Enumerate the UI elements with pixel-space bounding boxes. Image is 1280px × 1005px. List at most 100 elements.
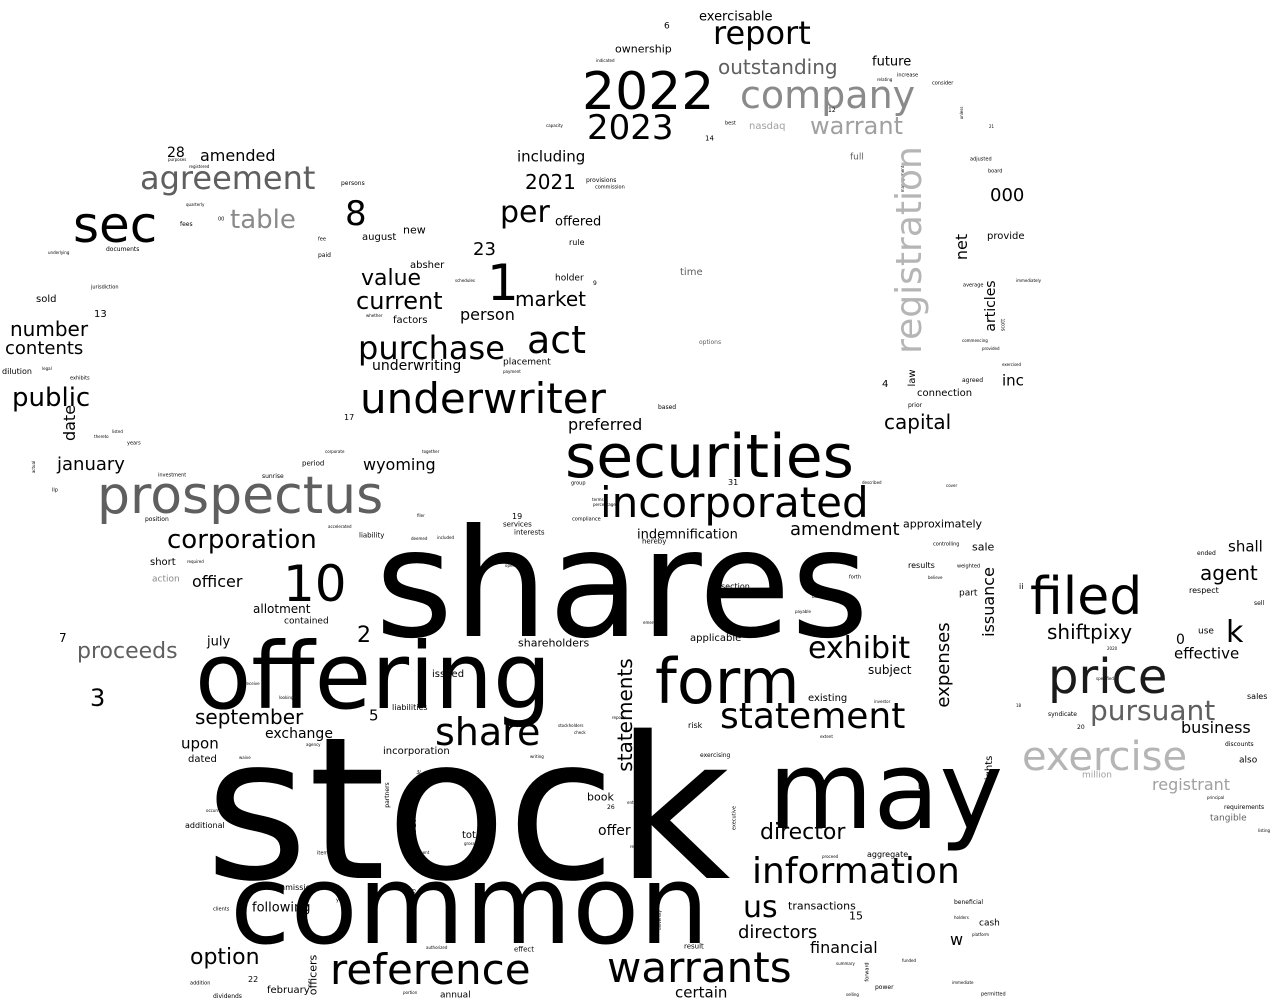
word-per: per (500, 195, 550, 230)
word-5: 5 (369, 706, 379, 725)
word-entitled: entitled (627, 800, 643, 805)
word-commission: commission (595, 184, 625, 191)
word-regarding: regarding (630, 844, 650, 849)
word-clients: clients (213, 906, 230, 913)
word-number: number (10, 317, 89, 341)
word-sale: sale (972, 540, 995, 554)
word-following: following (252, 900, 311, 916)
word-result: result (684, 942, 704, 951)
word-actual: actual (31, 460, 36, 474)
word-ended: ended (1197, 550, 1216, 557)
word-may: may (768, 729, 1004, 854)
word-outstanding: outstanding (718, 55, 838, 79)
word-8: 8 (345, 194, 367, 234)
word-holder: holder (555, 273, 584, 284)
word-january: january (57, 454, 125, 475)
word-ownership: ownership (615, 42, 672, 56)
word-amendment: amendment (790, 519, 900, 540)
word-deemed: deemed (411, 536, 428, 541)
word-terms: terms (592, 497, 604, 502)
word-based: based (658, 404, 677, 411)
word-issuable: issuable (416, 769, 423, 791)
word-reports: reports (612, 715, 627, 720)
word-7: 7 (59, 631, 67, 645)
word-occurred: occurred (206, 808, 224, 813)
word-results: results (908, 561, 935, 570)
word-section: section (721, 582, 750, 591)
word-executive: executive (731, 805, 738, 831)
word-agent: agent (1200, 561, 1258, 585)
word-applicable: applicable (690, 633, 742, 644)
word-option: option (190, 945, 260, 970)
word-business: business (1181, 718, 1251, 737)
word-funded: funded (902, 958, 917, 963)
word-average: average (963, 282, 984, 289)
word-provided: provided (982, 346, 1000, 351)
word-persons: persons (341, 180, 365, 187)
word-2023: 2023 (587, 108, 674, 148)
word-additional: additional (185, 821, 225, 830)
word-b: b (918, 782, 924, 791)
word-public: public (12, 383, 91, 413)
word-shareholders: shareholders (518, 636, 590, 650)
word-existing: existing (808, 693, 848, 704)
word-nasdaq: nasdaq (749, 121, 786, 132)
word-whether: whether (366, 313, 383, 318)
word-net: net (952, 233, 971, 261)
word-offer: offer (598, 823, 631, 839)
word-quarterly: quarterly (186, 202, 205, 207)
word-looking: looking (279, 695, 294, 700)
word-february: february (267, 985, 310, 996)
word-partners: partners (384, 782, 391, 808)
word-new: new (403, 223, 426, 237)
word-company: company (740, 73, 916, 117)
word-certain: certain (675, 983, 728, 1002)
word-emerging: emerging (643, 620, 663, 625)
word-corporate: corporate (325, 449, 345, 454)
word-fee: fee (318, 236, 326, 243)
word-officers: officers (306, 954, 320, 996)
word-portion: portion (403, 990, 418, 995)
word-beneficial: beneficial (954, 899, 984, 906)
word-llp: llp (52, 487, 58, 494)
word-connection: connection (917, 388, 973, 399)
word-future: future (872, 54, 912, 70)
word-underwriter: underwriter (360, 374, 606, 423)
word-august: august (362, 232, 397, 243)
word-selling: selling (846, 992, 859, 997)
word-permitted: permitted (981, 991, 1006, 998)
word-scott: scott (1000, 318, 1007, 332)
word-15: 15 (849, 909, 863, 923)
word-exhibits: exhibits (70, 375, 90, 382)
word-provide: provide (987, 231, 1025, 242)
word-cover: cover (946, 483, 958, 488)
word-required: required (187, 559, 204, 564)
word-included: included (437, 535, 455, 540)
word-upon: upon (181, 734, 219, 753)
word-10: 10 (283, 555, 347, 613)
word-financial: financial (810, 938, 878, 957)
word-17: 17 (344, 413, 355, 422)
word-12: 12 (828, 107, 836, 114)
word-31: 31 (728, 478, 739, 487)
word-2022: 2022 (582, 62, 715, 122)
word-approximately: approximately (903, 517, 983, 531)
word-discounts: discounts (1225, 741, 1254, 748)
word-14: 14 (705, 134, 714, 143)
word-requirements: requirements (1224, 804, 1265, 811)
word-immediately: immediately (1016, 278, 1041, 283)
word-officer: officer (192, 572, 243, 591)
word-basis: basis (812, 594, 823, 599)
word-thereto: thereto (94, 434, 109, 439)
word-exercisable: exercisable (699, 9, 773, 25)
word-percentage: percentage (593, 502, 616, 507)
word-paid: paid (318, 252, 331, 259)
word-also: also (1239, 755, 1258, 766)
word-person: person (460, 305, 515, 324)
word-subject: subject (868, 663, 912, 677)
word-4: 4 (882, 379, 889, 390)
word-employment: employment (404, 850, 430, 855)
word-prior: prior (908, 402, 923, 409)
word-time: time (680, 267, 703, 278)
